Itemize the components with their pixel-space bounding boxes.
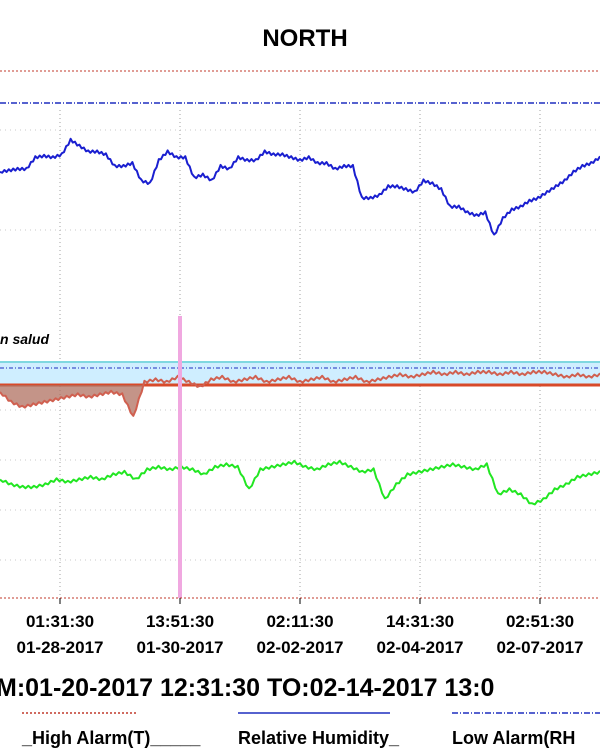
x-tick-labels: 01:31:30 01-28-2017 13:51:30 01-30-2017 02:1…: [17, 598, 584, 657]
temperature-below-fill: [0, 385, 180, 417]
legend: _High Alarm(T)_____ Relative Humidity_ Low…: [21, 712, 600, 748]
x-tick-time: 01:31:30: [26, 612, 94, 631]
legend-item: Relative Humidity_: [238, 728, 400, 748]
x-tick-time: 13:51:30: [146, 612, 214, 631]
legend-item: _High Alarm(T)_____: [21, 728, 201, 748]
series-line-temperature: [0, 369, 600, 417]
series-line-relative-humidity: [0, 137, 600, 236]
x-tick-date: 01-30-2017: [137, 638, 224, 657]
series-layer: [0, 137, 600, 506]
date-range-label: M:01-20-2017 12:31:30 TO:02-14-2017 13:0: [0, 674, 494, 702]
legend-item: Low Alarm(RH: [452, 728, 575, 748]
x-tick-date: 02-04-2017: [377, 638, 464, 657]
x-tick-time: 02:51:30: [506, 612, 574, 631]
series-line-green-series: [0, 459, 600, 506]
chart-title: NORTH: [262, 25, 347, 52]
grid-layer: [0, 110, 600, 597]
cursor-layer: [178, 316, 182, 598]
annotation-text: n salud: [0, 331, 49, 347]
x-tick-date: 02-02-2017: [257, 638, 344, 657]
x-tick-date: 01-28-2017: [17, 638, 104, 657]
band-layer: [0, 361, 600, 387]
x-tick-time: 14:31:30: [386, 612, 454, 631]
x-tick-time: 02:11:30: [266, 612, 333, 631]
cursor-line[interactable]: [178, 316, 182, 598]
x-tick-date: 02-07-2017: [497, 638, 584, 657]
